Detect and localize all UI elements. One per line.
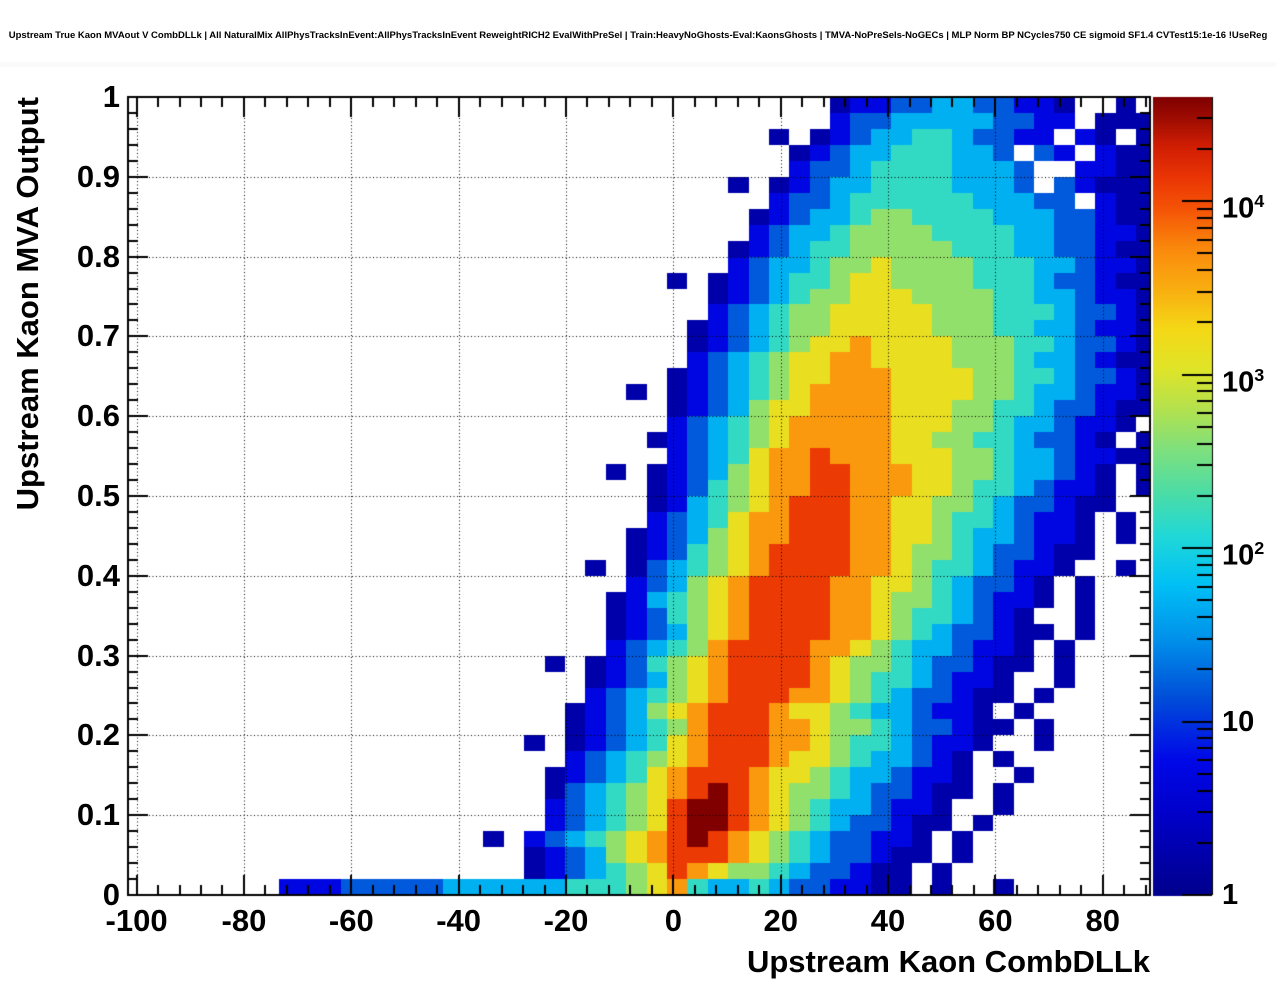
y-tick-label: 0.7 xyxy=(76,318,120,354)
y-tick-label: 0.6 xyxy=(76,398,120,434)
y-tick-label: 0.2 xyxy=(76,717,120,753)
colorbar-tick-label: 1 xyxy=(1222,879,1239,911)
colorbar-tick-label: 102 xyxy=(1222,538,1265,572)
y-tick-label: 1 xyxy=(102,79,120,114)
x-tick-label: 0 xyxy=(664,903,682,938)
x-tick-label: 40 xyxy=(870,903,906,938)
x-tick-label: -20 xyxy=(543,903,589,938)
colorbar-tick-label: 104 xyxy=(1222,191,1265,225)
x-axis-title: Upstream Kaon CombDLLk xyxy=(746,944,1150,979)
colorbar-tick-label: 10 xyxy=(1222,705,1255,738)
y-tick-label: 0.3 xyxy=(76,637,120,673)
y-tick-label: 0.5 xyxy=(76,478,120,513)
y-tick-label: 0.1 xyxy=(76,797,120,833)
chart-title: Upstream True Kaon MVAout V CombDLLk | A… xyxy=(8,30,1268,41)
x-tick-label: -40 xyxy=(436,903,482,938)
x-tick-label: 80 xyxy=(1085,903,1120,938)
y-tick-label: 0.8 xyxy=(76,238,120,274)
x-tick-label: 60 xyxy=(978,903,1013,938)
x-tick-label: -60 xyxy=(328,903,374,938)
y-tick-label: 0.4 xyxy=(76,557,120,593)
colorbar-tick-label: 103 xyxy=(1222,364,1265,399)
x-tick-label: 20 xyxy=(763,903,798,938)
y-tick-label: 0 xyxy=(102,877,120,912)
y-tick-label: 0.9 xyxy=(76,158,120,194)
x-tick-label: -80 xyxy=(221,903,267,938)
x-tick-label: -100 xyxy=(105,903,168,938)
